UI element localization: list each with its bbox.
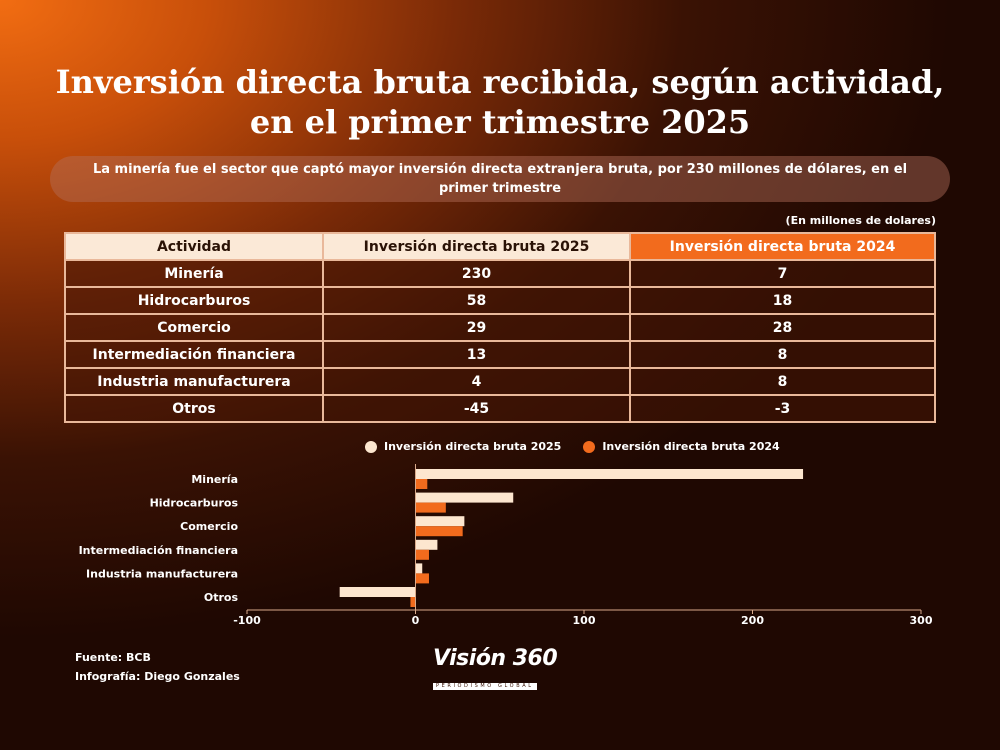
- table-cell: 8: [629, 340, 936, 369]
- table-cell: 18: [629, 286, 936, 315]
- legend-swatch-2024: [583, 440, 596, 453]
- x-tick-label: 300: [910, 614, 933, 627]
- x-tick-label: 100: [573, 614, 596, 627]
- table-cell: -3: [629, 394, 936, 423]
- table-row: Otros -45 -3: [64, 394, 936, 423]
- unit-note: (En millones de dolares): [785, 214, 936, 227]
- table-row: Intermediación financiera 13 8: [64, 340, 936, 369]
- bar-2024: [410, 597, 416, 607]
- table-cell: Comercio: [64, 313, 324, 342]
- table-header-row: Actividad Inversión directa bruta 2025 I…: [64, 232, 936, 261]
- bar-2025: [415, 492, 514, 503]
- vision360-logo: Visión 360 PERIODISMO GLOBAL: [433, 646, 558, 691]
- bar-2024: [415, 502, 446, 513]
- bar-2024: [415, 526, 463, 537]
- bar-2024: [415, 479, 428, 489]
- table-cell: Industria manufacturera: [64, 367, 324, 396]
- logo-tagline: PERIODISMO GLOBAL: [433, 683, 537, 690]
- bar-2024: [415, 573, 429, 584]
- category-label: Hidrocarburos: [150, 497, 239, 510]
- table-cell: 29: [322, 313, 631, 342]
- table-cell: 8: [629, 367, 936, 396]
- subtitle: La minería fue el sector que captó mayor…: [50, 156, 950, 202]
- bar-2025: [415, 539, 438, 550]
- bar-2025: [415, 516, 465, 527]
- table-cell: 28: [629, 313, 936, 342]
- table-cell: 7: [629, 259, 936, 288]
- category-label: Industria manufacturera: [86, 567, 238, 580]
- bar-2025: [415, 563, 423, 574]
- credit-note: Infografía: Diego Gonzales: [75, 670, 240, 683]
- legend-label-2025: Inversión directa bruta 2025: [384, 440, 562, 453]
- bar-2025: [339, 587, 416, 597]
- logo-wordmark: Visión 360: [433, 646, 558, 671]
- bar-2024: [415, 549, 429, 560]
- table-row: Comercio 29 28: [64, 313, 936, 342]
- table-row: Minería 230 7: [64, 259, 936, 288]
- table-cell: Intermediación financiera: [64, 340, 324, 369]
- category-label: Intermediación financiera: [79, 544, 238, 557]
- table-cell: Otros: [64, 394, 324, 423]
- chart-legend: Inversión directa bruta 2025 Inversión d…: [365, 440, 780, 453]
- bar-2025: [415, 469, 804, 479]
- table-cell: Minería: [64, 259, 324, 288]
- x-tick-label: 200: [741, 614, 764, 627]
- footer: Fuente: BCB Infografía: Diego Gonzales: [75, 648, 240, 686]
- legend-item-2024: Inversión directa bruta 2024: [583, 440, 780, 453]
- column-header-activity: Actividad: [64, 232, 324, 261]
- table-cell: 58: [322, 286, 631, 315]
- table-cell: Hidrocarburos: [64, 286, 324, 315]
- legend-label-2024: Inversión directa bruta 2024: [602, 440, 780, 453]
- category-label: Minería: [191, 473, 238, 486]
- category-label: Otros: [204, 591, 239, 604]
- table-row: Hidrocarburos 58 18: [64, 286, 936, 315]
- legend-swatch-2025: [365, 440, 377, 453]
- bar-chart: Minería Hidrocarburos Comercio Intermediaci…: [79, 464, 933, 627]
- column-header-2025: Inversión directa bruta 2025: [322, 232, 631, 261]
- column-header-2024: Inversión directa bruta 2024: [629, 232, 936, 261]
- source-note: Fuente: BCB: [75, 651, 151, 664]
- table-cell: 4: [322, 367, 631, 396]
- legend-item-2025: Inversión directa bruta 2025: [365, 440, 561, 453]
- table-row: Industria manufacturera 4 8: [64, 367, 936, 396]
- table-cell: -45: [322, 394, 631, 423]
- page-title: Inversión directa bruta recibida, según …: [55, 63, 945, 141]
- x-tick-label: 0: [412, 614, 420, 627]
- x-tick-label: -100: [233, 614, 261, 627]
- category-label: Comercio: [180, 520, 238, 533]
- table-cell: 13: [322, 340, 631, 369]
- table-cell: 230: [322, 259, 631, 288]
- data-table: Actividad Inversión directa bruta 2025 I…: [64, 232, 936, 423]
